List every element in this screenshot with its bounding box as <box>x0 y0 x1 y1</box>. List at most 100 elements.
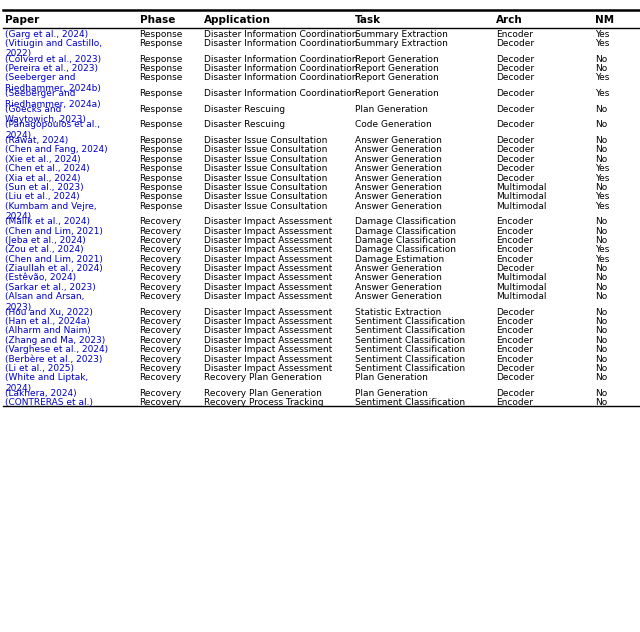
Text: Recovery Plan Generation: Recovery Plan Generation <box>204 374 321 382</box>
Text: Sentiment Classification: Sentiment Classification <box>355 345 465 354</box>
Text: Disaster Impact Assessment: Disaster Impact Assessment <box>204 236 332 245</box>
Text: (Zou et al., 2024): (Zou et al., 2024) <box>5 245 84 254</box>
Text: (Liu et al., 2024): (Liu et al., 2024) <box>5 192 80 201</box>
Text: (Colverd et al., 2023): (Colverd et al., 2023) <box>5 55 101 64</box>
Text: NM: NM <box>595 15 614 25</box>
Text: (Varghese et al., 2024): (Varghese et al., 2024) <box>5 345 108 354</box>
Text: Yes: Yes <box>595 255 609 264</box>
Text: Answer Generation: Answer Generation <box>355 155 442 164</box>
Text: Decoder: Decoder <box>496 105 534 114</box>
Text: (Zhang and Ma, 2023): (Zhang and Ma, 2023) <box>5 336 106 345</box>
Text: Answer Generation: Answer Generation <box>355 183 442 192</box>
Text: No: No <box>595 105 607 114</box>
Text: Disaster Issue Consultation: Disaster Issue Consultation <box>204 164 327 173</box>
Text: Disaster Issue Consultation: Disaster Issue Consultation <box>204 174 327 183</box>
Text: No: No <box>595 345 607 354</box>
Text: Disaster Information Coordination: Disaster Information Coordination <box>204 89 357 98</box>
Text: Disaster Impact Assessment: Disaster Impact Assessment <box>204 283 332 292</box>
Text: No: No <box>595 317 607 326</box>
Text: Disaster Impact Assessment: Disaster Impact Assessment <box>204 327 332 336</box>
Text: No: No <box>595 292 607 301</box>
Text: No: No <box>595 145 607 154</box>
Text: Encoder: Encoder <box>496 336 533 345</box>
Text: Yes: Yes <box>595 30 609 39</box>
Text: Recovery Process Tracking: Recovery Process Tracking <box>204 398 323 407</box>
Text: Damage Classification: Damage Classification <box>355 217 456 226</box>
Text: Decoder: Decoder <box>496 145 534 154</box>
Text: Encoder: Encoder <box>496 327 533 336</box>
Text: Task: Task <box>355 15 381 25</box>
Text: Recovery: Recovery <box>140 283 182 292</box>
Text: Disaster Issue Consultation: Disaster Issue Consultation <box>204 145 327 154</box>
Text: No: No <box>595 355 607 363</box>
Text: Disaster Rescuing: Disaster Rescuing <box>204 105 285 114</box>
Text: Response: Response <box>140 164 183 173</box>
Text: Multimodal: Multimodal <box>496 274 547 283</box>
Text: Decoder: Decoder <box>496 374 534 382</box>
Text: Encoder: Encoder <box>496 398 533 407</box>
Text: No: No <box>595 389 607 398</box>
Text: Recovery: Recovery <box>140 274 182 283</box>
Text: Yes: Yes <box>595 202 609 210</box>
Text: (Ziaullah et al., 2024): (Ziaullah et al., 2024) <box>5 264 103 273</box>
Text: Recovery: Recovery <box>140 308 182 317</box>
Text: Plan Generation: Plan Generation <box>355 374 428 382</box>
Text: Disaster Impact Assessment: Disaster Impact Assessment <box>204 336 332 345</box>
Text: No: No <box>595 283 607 292</box>
Text: Application: Application <box>204 15 270 25</box>
Text: Sentiment Classification: Sentiment Classification <box>355 317 465 326</box>
Text: (Panagopoulos et al.,
2024): (Panagopoulos et al., 2024) <box>5 121 100 140</box>
Text: Decoder: Decoder <box>496 64 534 73</box>
Text: Response: Response <box>140 30 183 39</box>
Text: Decoder: Decoder <box>496 155 534 164</box>
Text: Encoder: Encoder <box>496 217 533 226</box>
Text: Answer Generation: Answer Generation <box>355 145 442 154</box>
Text: Disaster Impact Assessment: Disaster Impact Assessment <box>204 255 332 264</box>
Text: Disaster Information Coordination: Disaster Information Coordination <box>204 55 357 64</box>
Text: No: No <box>595 136 607 145</box>
Text: (Rawat, 2024): (Rawat, 2024) <box>5 136 68 145</box>
Text: Recovery: Recovery <box>140 336 182 345</box>
Text: Disaster Impact Assessment: Disaster Impact Assessment <box>204 355 332 363</box>
Text: No: No <box>595 274 607 283</box>
Text: Disaster Impact Assessment: Disaster Impact Assessment <box>204 245 332 254</box>
Text: Encoder: Encoder <box>496 30 533 39</box>
Text: Disaster Impact Assessment: Disaster Impact Assessment <box>204 317 332 326</box>
Text: Recovery: Recovery <box>140 217 182 226</box>
Text: Sentiment Classification: Sentiment Classification <box>355 355 465 363</box>
Text: No: No <box>595 327 607 336</box>
Text: (Chen and Lim, 2021): (Chen and Lim, 2021) <box>5 255 103 264</box>
Text: (Xia et al., 2024): (Xia et al., 2024) <box>5 174 81 183</box>
Text: (Chen and Fang, 2024): (Chen and Fang, 2024) <box>5 145 108 154</box>
Text: Recovery: Recovery <box>140 227 182 236</box>
Text: Response: Response <box>140 183 183 192</box>
Text: Answer Generation: Answer Generation <box>355 274 442 283</box>
Text: Summary Extraction: Summary Extraction <box>355 30 448 39</box>
Text: Recovery: Recovery <box>140 327 182 336</box>
Text: Yes: Yes <box>595 164 609 173</box>
Text: Encoder: Encoder <box>496 245 533 254</box>
Text: Recovery Plan Generation: Recovery Plan Generation <box>204 389 321 398</box>
Text: Response: Response <box>140 105 183 114</box>
Text: Damage Estimation: Damage Estimation <box>355 255 444 264</box>
Text: Encoder: Encoder <box>496 317 533 326</box>
Text: Decoder: Decoder <box>496 55 534 64</box>
Text: Recovery: Recovery <box>140 292 182 301</box>
Text: No: No <box>595 64 607 73</box>
Text: (Kumbam and Vejre,
2024): (Kumbam and Vejre, 2024) <box>5 202 97 221</box>
Text: (Hou and Xu, 2022): (Hou and Xu, 2022) <box>5 308 93 317</box>
Text: Answer Generation: Answer Generation <box>355 164 442 173</box>
Text: Response: Response <box>140 55 183 64</box>
Text: Disaster Information Coordination: Disaster Information Coordination <box>204 64 357 73</box>
Text: Disaster Impact Assessment: Disaster Impact Assessment <box>204 274 332 283</box>
Text: Paper: Paper <box>5 15 40 25</box>
Text: (CONTRERAS et al.): (CONTRERAS et al.) <box>5 398 93 407</box>
Text: Decoder: Decoder <box>496 73 534 82</box>
Text: Response: Response <box>140 145 183 154</box>
Text: Decoder: Decoder <box>496 39 534 48</box>
Text: (Alharm and Naim): (Alharm and Naim) <box>5 327 91 336</box>
Text: (White and Liptak,
2024): (White and Liptak, 2024) <box>5 374 88 392</box>
Text: Multimodal: Multimodal <box>496 192 547 201</box>
Text: No: No <box>595 264 607 273</box>
Text: (Vitiugin and Castillo,
2022): (Vitiugin and Castillo, 2022) <box>5 39 102 58</box>
